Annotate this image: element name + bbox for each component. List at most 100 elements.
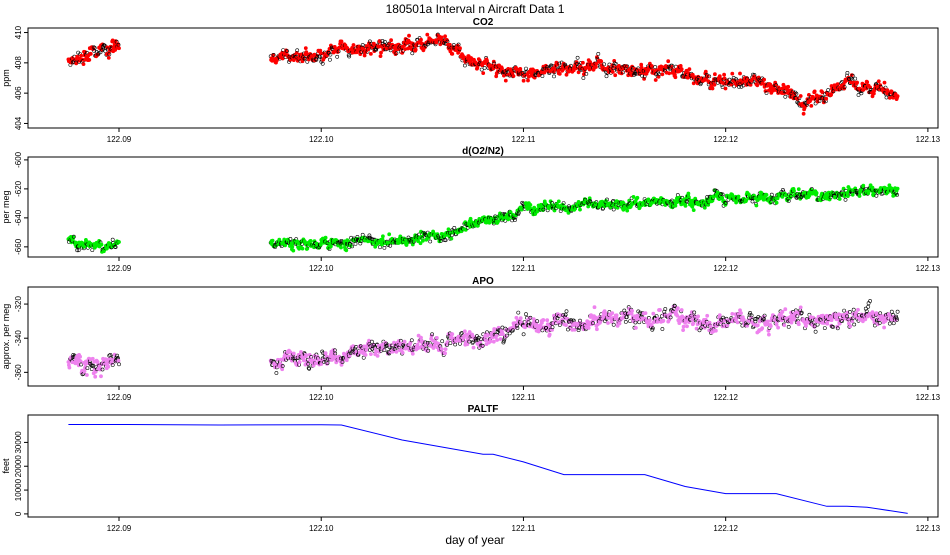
data-point — [418, 241, 423, 246]
data-point — [379, 50, 383, 55]
data-point — [627, 306, 632, 311]
data-point — [678, 64, 683, 68]
data-point — [446, 227, 451, 232]
data-point — [737, 85, 741, 89]
data-point — [863, 317, 868, 322]
data-point — [375, 353, 380, 358]
data-point — [117, 362, 121, 367]
data-point — [327, 57, 332, 62]
data-point — [339, 39, 344, 44]
data-point — [439, 35, 444, 40]
data-point — [452, 225, 457, 230]
data-point — [736, 194, 741, 199]
data-point — [811, 315, 816, 320]
data-point — [679, 67, 684, 72]
data-point — [783, 94, 788, 99]
data-point — [756, 75, 761, 80]
data-point — [764, 192, 769, 197]
data-point — [755, 83, 760, 88]
data-point — [796, 322, 801, 327]
data-point — [382, 39, 387, 44]
y-tick-label: 30000 — [14, 431, 23, 454]
data-point — [71, 234, 76, 239]
data-point — [722, 72, 727, 77]
data-point — [394, 349, 399, 354]
data-point — [660, 327, 665, 331]
data-point — [739, 311, 743, 316]
data-point — [792, 188, 796, 193]
data-point — [541, 318, 546, 322]
data-point — [328, 244, 333, 249]
data-point — [91, 45, 96, 50]
data-point — [653, 78, 658, 82]
data-point — [277, 237, 282, 242]
panel-frame — [27, 414, 939, 518]
data-point — [594, 61, 599, 66]
data-point — [67, 365, 72, 370]
data-point — [651, 311, 656, 316]
data-point — [738, 71, 742, 76]
data-point — [658, 307, 662, 312]
data-point — [500, 66, 504, 71]
data-point — [99, 242, 104, 247]
data-point — [774, 200, 779, 205]
data-point — [350, 244, 355, 249]
data-point — [750, 199, 755, 204]
data-point — [481, 71, 486, 76]
data-point — [850, 73, 855, 78]
data-point — [400, 51, 405, 55]
data-point — [90, 356, 95, 361]
data-point — [332, 45, 337, 49]
data-point — [302, 56, 307, 61]
data-point — [760, 326, 765, 331]
data-point — [610, 70, 615, 74]
data-point — [774, 83, 779, 88]
data-point — [815, 322, 820, 327]
data-point — [378, 245, 382, 250]
data-point — [382, 245, 387, 250]
data-point — [288, 236, 293, 241]
panel-frame — [27, 286, 939, 387]
data-point — [400, 350, 405, 355]
data-point — [291, 248, 296, 253]
data-point — [874, 311, 879, 316]
data-point — [425, 32, 430, 37]
data-point — [625, 208, 630, 213]
data-point — [813, 329, 818, 334]
data-point — [854, 311, 859, 315]
data-point — [866, 191, 871, 196]
data-point — [610, 311, 615, 316]
data-point — [448, 341, 453, 346]
data-point — [843, 197, 848, 202]
data-point — [853, 76, 858, 81]
data-point — [87, 58, 92, 62]
data-point — [807, 193, 812, 198]
data-point — [798, 94, 803, 98]
data-point — [339, 245, 343, 250]
data-point — [851, 307, 856, 312]
data-point — [364, 347, 369, 352]
data-point — [581, 76, 586, 80]
data-point — [687, 195, 691, 200]
data-point — [463, 227, 468, 232]
data-point — [110, 237, 115, 242]
data-point — [271, 53, 276, 57]
data-point — [336, 49, 341, 54]
data-point — [679, 308, 684, 312]
data-point — [842, 85, 847, 90]
data-point — [470, 332, 475, 337]
data-point — [865, 80, 870, 85]
data-point — [871, 317, 875, 321]
data-point — [703, 317, 708, 322]
data-point — [801, 111, 806, 116]
y-tick-label: 10000 — [14, 478, 23, 501]
data-point — [809, 104, 814, 108]
data-point — [717, 313, 722, 318]
data-point — [681, 328, 686, 333]
data-point — [288, 350, 293, 355]
data-point — [575, 55, 580, 60]
data-point — [516, 310, 521, 315]
data-point — [462, 329, 467, 334]
x-tick-label: 122.09 — [107, 135, 132, 144]
data-point — [786, 84, 791, 89]
